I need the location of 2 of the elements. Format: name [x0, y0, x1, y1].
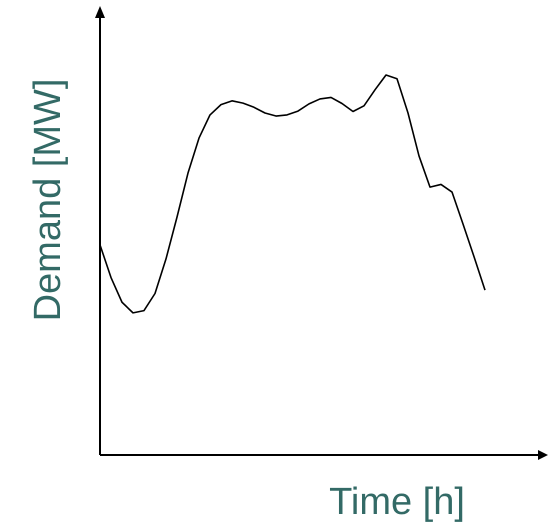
x-axis-title: Time [h]	[329, 481, 465, 523]
y-axis-title: Demand [MW]	[27, 78, 69, 322]
